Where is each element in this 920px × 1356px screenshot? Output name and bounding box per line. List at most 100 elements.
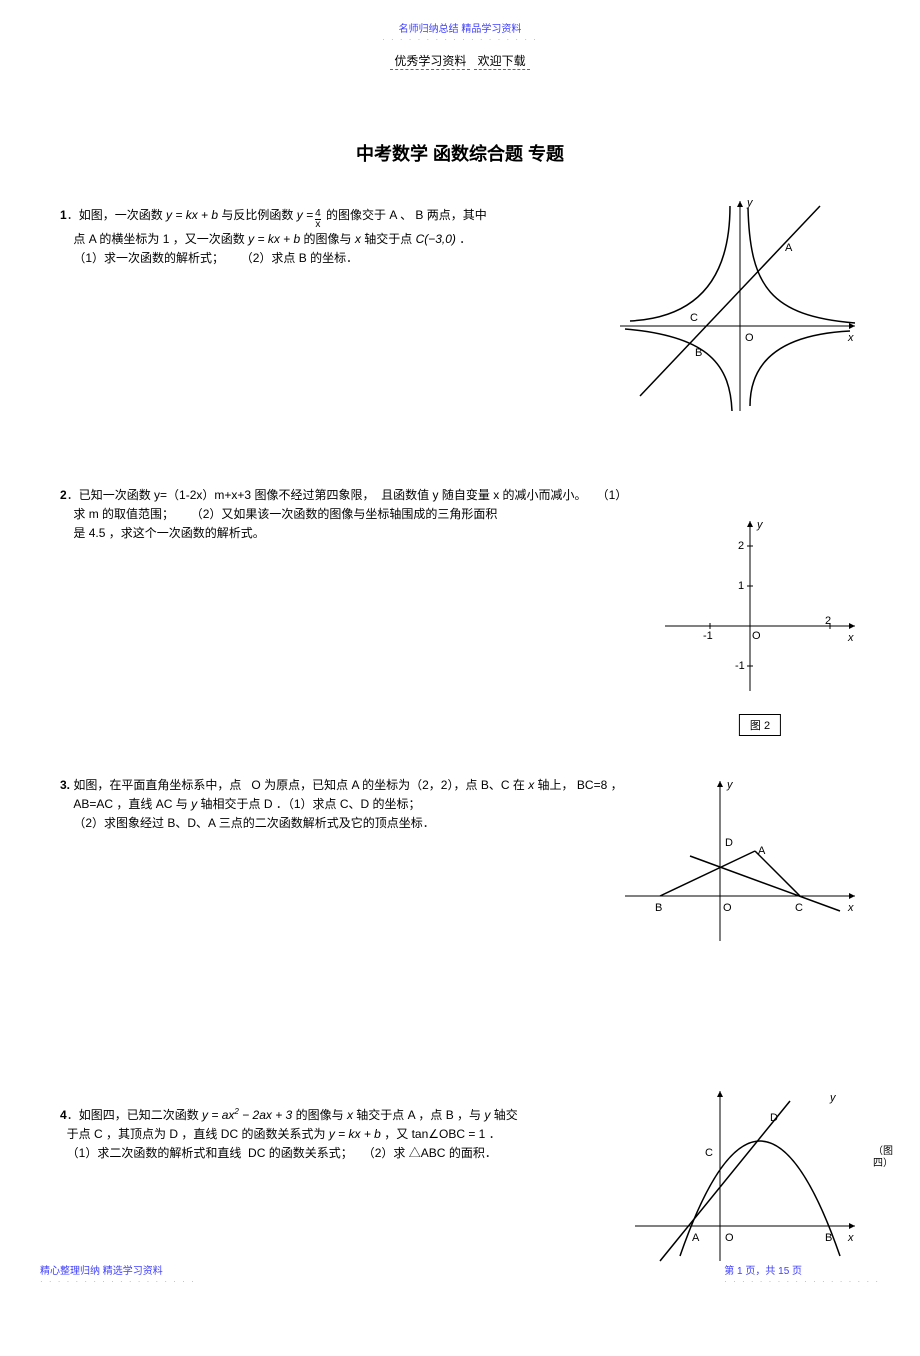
fig3-O: O — [723, 902, 732, 914]
p4-l1b: 的图像与 — [296, 1108, 344, 1122]
footer: 精心整理归纳 精选学习资料 · · · · · · · · · · · · · … — [0, 1262, 920, 1286]
p2-l2b: m — [89, 507, 99, 521]
p3-l3b: B、D、A — [167, 816, 215, 830]
p3-l1g: 在 — [513, 778, 525, 792]
p1-frac-top: 4 — [315, 209, 321, 219]
p2-l1g: x — [493, 488, 499, 502]
p1-l3d: 的坐标． — [310, 251, 358, 265]
fig1-y: y — [746, 197, 754, 209]
p4-l1i: y — [484, 1108, 490, 1122]
p4-l3e: △ABC — [409, 1146, 446, 1160]
fig4-D: D — [770, 1112, 778, 1124]
content: 1．如图，一次函数 y = kx + b 与反比例函数 y =4x 的图像交于 … — [0, 206, 920, 1306]
fig2-x: x — [847, 632, 854, 644]
p1-l3b: （2）求点 — [241, 251, 296, 265]
p2-l3c: ，求这个一次函数的解析式。 — [109, 526, 265, 540]
figure-4: y x A B C D O （图四） — [630, 1086, 860, 1266]
p2-l1c: 图像不经过第四象限， — [254, 488, 374, 502]
p2-l3a: 是 — [73, 526, 85, 540]
p2-l3b: 4.5 — [89, 526, 106, 540]
p3-l1c: 为原点，已知点 — [264, 778, 348, 792]
p1-l3a: （1）求一次函数的解析式； — [73, 251, 224, 265]
p2-l1b: y=（1-2x）m+x+3 — [154, 488, 251, 502]
p1-l2b: A — [89, 232, 96, 246]
fig4-svg: y x A B C D O — [630, 1086, 860, 1266]
p3-l1b: O — [251, 778, 260, 792]
p4-l3a: （1）求二次函数的解析式和直线 — [67, 1146, 242, 1160]
p3-l1a: 如图，在平面直角坐标系中，点 — [73, 778, 241, 792]
p4-l2h: ，又 — [384, 1127, 408, 1141]
p3-l3c: 三点的二次函数解析式及它的顶点坐标． — [219, 816, 435, 830]
fig3-svg: y x A B C D O — [620, 776, 860, 946]
p4-f2: y = kx + b — [329, 1127, 381, 1141]
figure-3: y x A B C D O — [620, 776, 860, 946]
p4-l1e: A — [408, 1108, 415, 1122]
problem-2: 2．已知一次函数 y=（1-2x）m+x+3 图像不经过第四象限， 且函数值 y… — [60, 486, 860, 726]
p4-l2c: ，其顶点为 — [106, 1127, 166, 1141]
problem-1-text: 1．如图，一次函数 y = kx + b 与反比例函数 y =4x 的图像交于 … — [60, 206, 600, 268]
fig2-svg: 2 1 -1 -1 2 y x O — [660, 516, 860, 696]
header-sub-right: 欢迎下载 — [474, 52, 530, 70]
p3-l2h: ．（1）求点 — [276, 797, 337, 811]
p3-num: 3. — [60, 778, 70, 792]
footer-dots-left: · · · · · · · · · · · · · · · · · · — [40, 1277, 196, 1286]
fig2-O: O — [752, 630, 761, 642]
fig4-y: y — [829, 1092, 837, 1104]
p1-l2j: ． — [459, 232, 471, 246]
p3-l2e: y — [191, 797, 197, 811]
p1-f2pre: y = — [297, 208, 313, 222]
p4-l2j: ． — [489, 1127, 501, 1141]
p1-l3c: B — [299, 251, 307, 265]
fig2-tx2: 2 — [825, 615, 831, 627]
p2-l1f: 随自变量 — [442, 488, 490, 502]
p4-l1f: ，点 — [418, 1108, 442, 1122]
fig1-A: A — [785, 242, 793, 254]
header-top-text: 名师归纳总结 精品学习资料 — [399, 24, 522, 35]
fig4-B: B — [825, 1232, 832, 1244]
fig3-y: y — [726, 779, 734, 791]
p2-l2c: 的取值范围； — [102, 507, 174, 521]
fig4-x: x — [847, 1232, 854, 1244]
p3-l2g: D — [264, 797, 273, 811]
p3-l2i: C、D — [340, 797, 369, 811]
p1-l2a: 点 — [73, 232, 85, 246]
p4-l3b: DC — [248, 1146, 265, 1160]
problem-4-text: 4．如图四，已知二次函数 y = ax2 − 2ax + 3 的图像与 x 轴交… — [60, 1106, 620, 1164]
p3-l1f: B、C — [481, 778, 510, 792]
fig4-C: C — [705, 1147, 713, 1159]
p1-l1d: A 、 B — [389, 208, 423, 222]
p3-l2c: AC — [156, 797, 173, 811]
p1-f3: y = kx + b — [248, 232, 300, 246]
p4-l1d: 轴交于点 — [356, 1108, 404, 1122]
fig3-C: C — [795, 902, 803, 914]
p1-l2h: 轴交于点 — [364, 232, 412, 246]
p2-l1a: ．已知一次函数 — [67, 488, 151, 502]
fig2-tn1: -1 — [735, 660, 745, 672]
p1-l1b: 与反比例函数 — [221, 208, 293, 222]
fig1-C: C — [690, 312, 698, 324]
footer-left-wrap: 精心整理归纳 精选学习资料 · · · · · · · · · · · · · … — [40, 1262, 196, 1286]
fig3-B: B — [655, 902, 662, 914]
p2-l1i: （1） — [597, 488, 628, 502]
p1-l1a: ．如图，一次函数 — [67, 208, 163, 222]
p3-l2a: AB=AC — [73, 797, 113, 811]
p4-num: 4 — [60, 1108, 67, 1122]
p3-l2f: 轴相交于点 — [200, 797, 260, 811]
p3-l3a: （2）求图象经过 — [73, 816, 164, 830]
p4-l1a: ．如图四，已知二次函数 — [67, 1108, 199, 1122]
header-sub: 优秀学习资料 欢迎下载 — [0, 52, 920, 70]
p1-l2e: ，又一次函数 — [173, 232, 245, 246]
p3-l1h: x — [528, 778, 534, 792]
problem-3: 3. 如图，在平面直角坐标系中，点 O 为原点，已知点 A 的坐标为（2，2），… — [60, 776, 860, 1056]
p4-l1j: 轴交 — [494, 1108, 518, 1122]
p2-l2a: 求 — [73, 507, 85, 521]
header-top: 名师归纳总结 精品学习资料 · · · · · · · · · · · · · … — [0, 0, 920, 44]
fig2-caption: 图 2 — [739, 714, 781, 736]
fig4-O: O — [725, 1232, 734, 1244]
header-dots: · · · · · · · · · · · · · · · · · · — [0, 35, 920, 44]
p2-l2d: （2）又如果该一次函数的图像与坐标轴围成的三角形面积 — [191, 507, 498, 521]
fig3-A: A — [758, 845, 766, 857]
p4-l3c: 的函数关系式； — [269, 1146, 353, 1160]
p3-l1e: 的坐标为（2，2），点 — [362, 778, 477, 792]
p3-l1i: 轴上， — [538, 778, 574, 792]
